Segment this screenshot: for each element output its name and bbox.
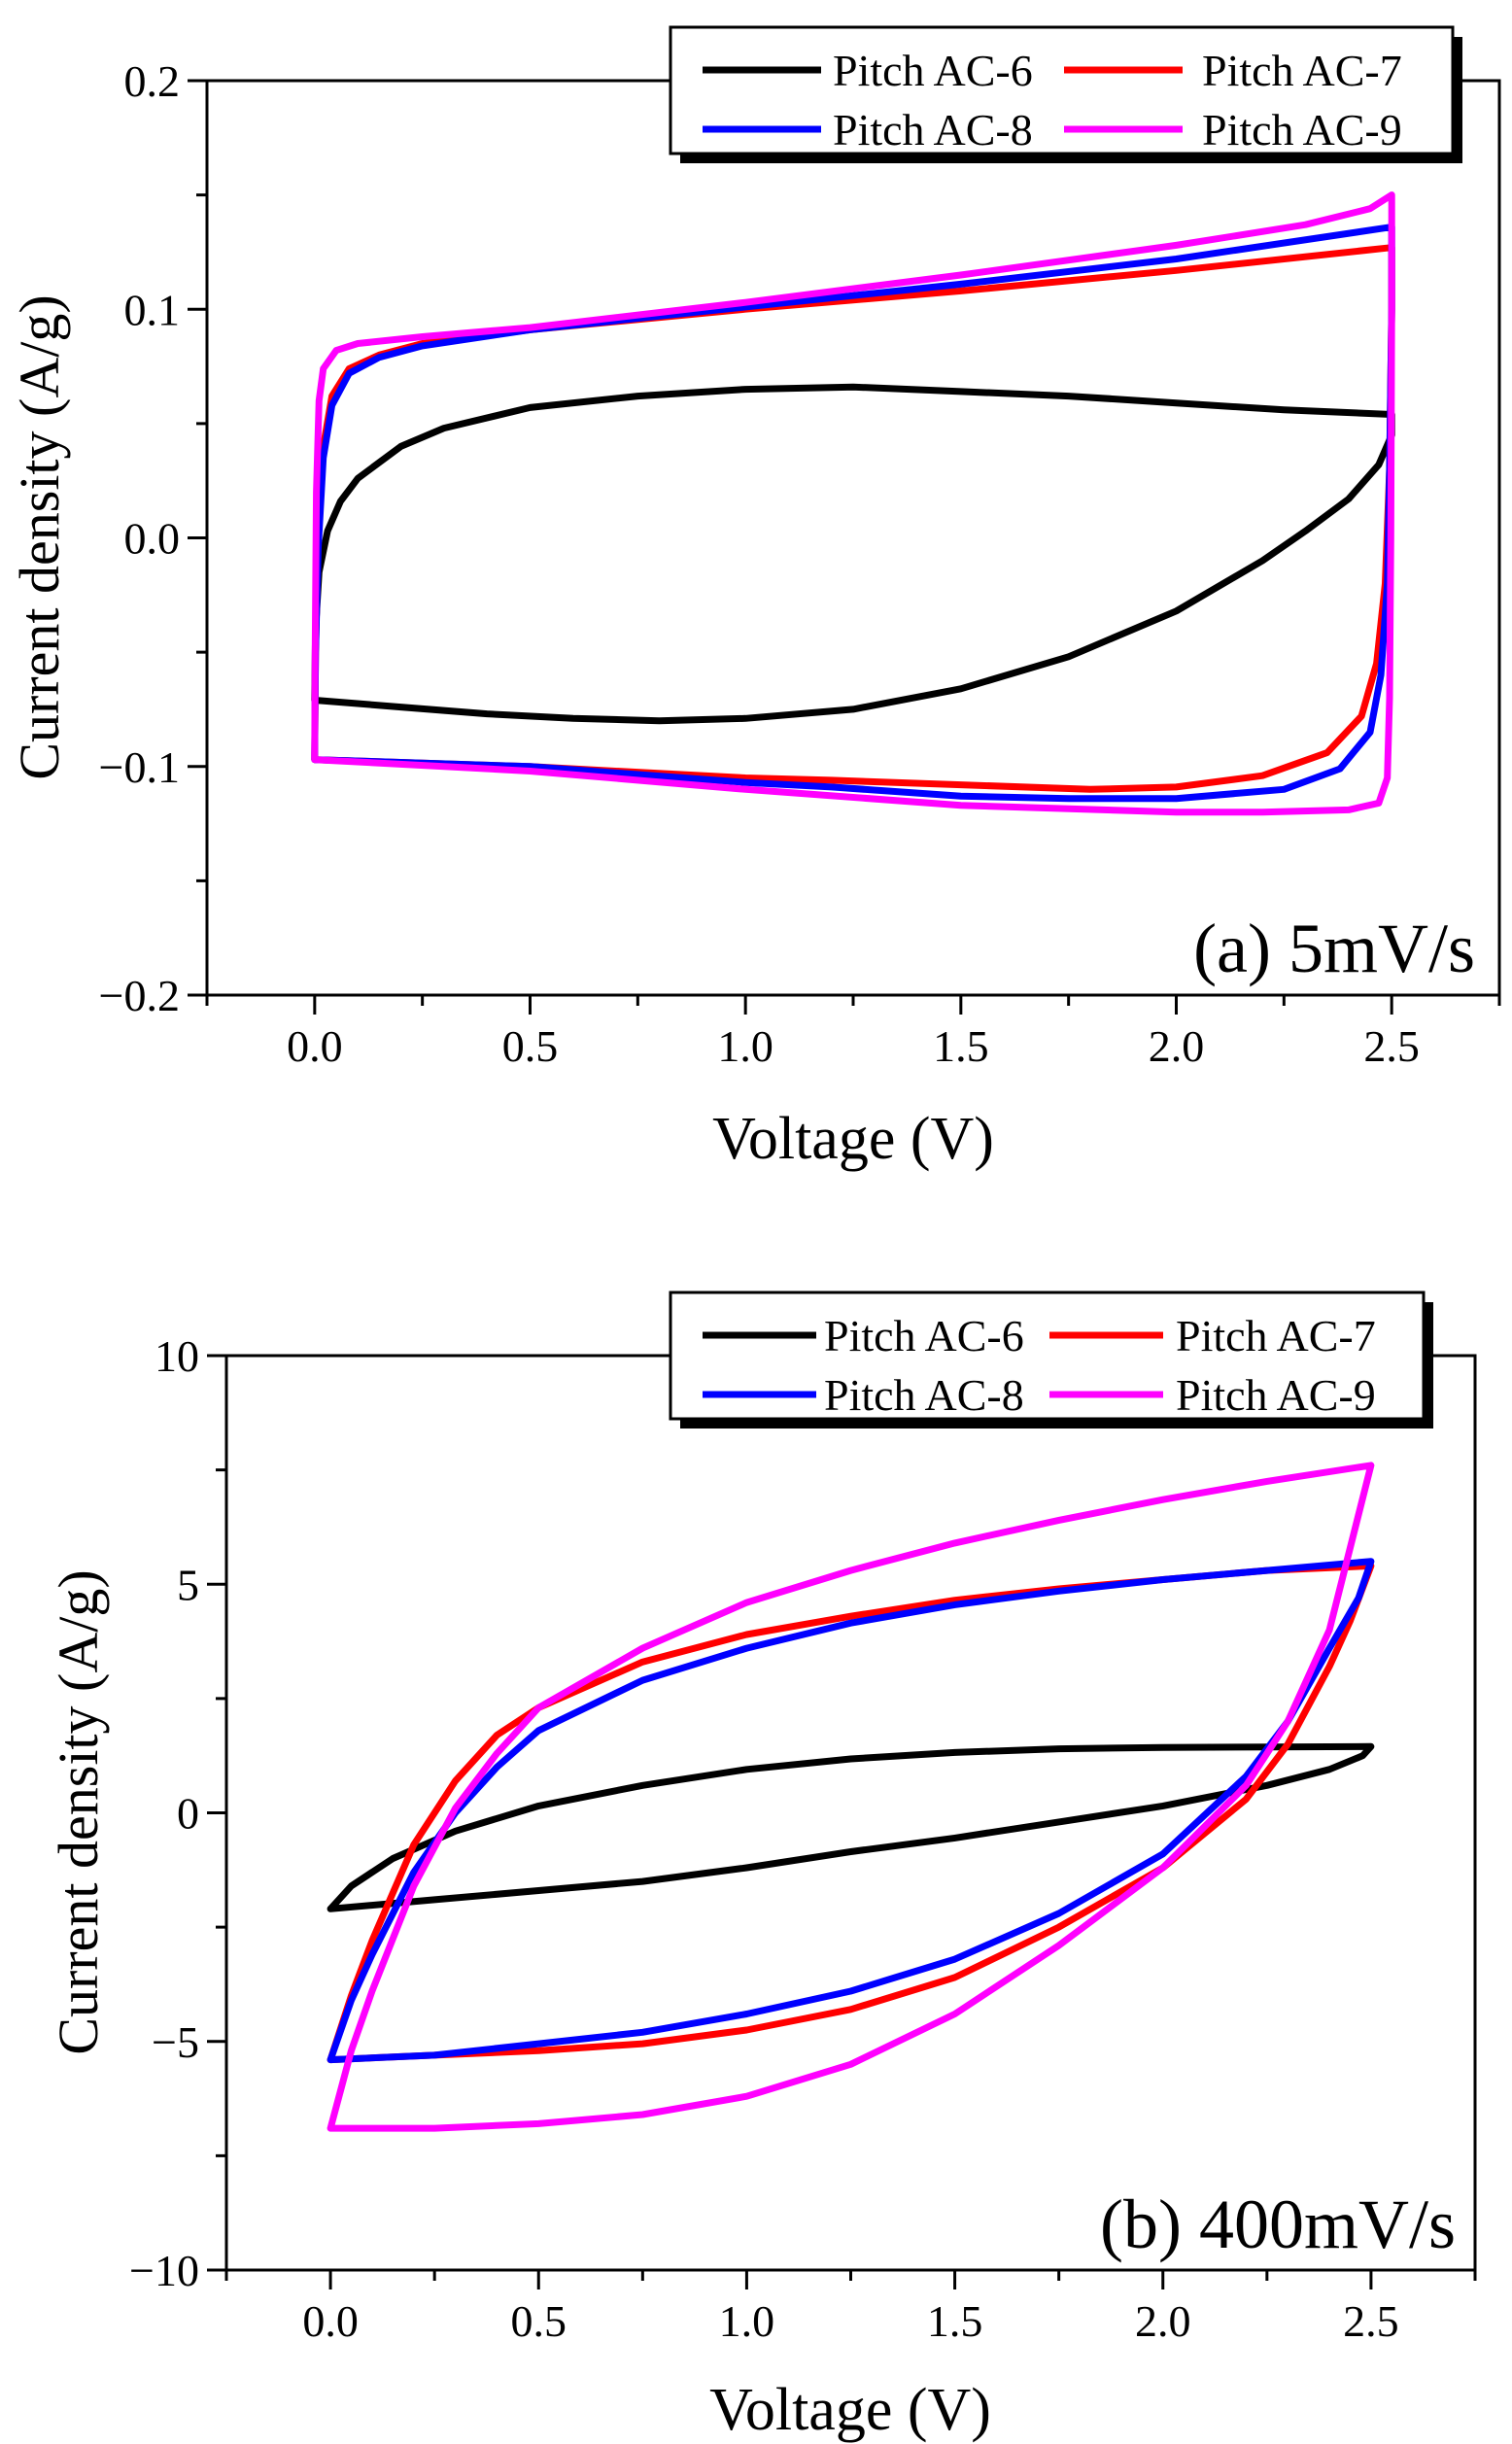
tick-labels: 0.0 0.5 1.0 1.5 2.0 2.5 −10 −5 0 5 10 <box>129 1331 1399 2346</box>
y-tick-label: −10 <box>129 2246 199 2295</box>
legend-label: Pitch AC-9 <box>1202 105 1402 155</box>
plot-frame <box>224 1354 1477 2272</box>
x-tick-label: 1.5 <box>927 2296 983 2346</box>
x-tick-label: 0.5 <box>502 1021 559 1071</box>
x-tick-label: 1.0 <box>717 1021 773 1071</box>
series-pitch-ac-9 <box>311 191 1395 816</box>
panel-label: (b) 400mV/s <box>1100 2186 1456 2263</box>
data-series <box>326 1462 1375 2132</box>
y-axis-title: Current density (A/g) <box>8 294 71 779</box>
data-series <box>311 191 1395 816</box>
x-tick-label: 0.5 <box>511 2296 567 2346</box>
legend-label: Pitch AC-9 <box>1176 1370 1376 1420</box>
axis-ticks <box>207 1354 1477 2289</box>
panel-a: 0.0 0.5 1.0 1.5 2.0 2.5 −0.2 −0.1 0.0 0.1 0.2 Volt… <box>8 25 1501 1172</box>
legend: Pitch AC-6 Pitch AC-7 Pitch AC-8 Pitch A… <box>669 25 1462 163</box>
x-tick-label: 2.5 <box>1343 2296 1399 2346</box>
series-pitch-ac-9 <box>326 1462 1375 2132</box>
y-tick-label: −0.1 <box>99 742 180 792</box>
legend-label: Pitch AC-6 <box>824 1311 1024 1360</box>
x-tick-label: 1.0 <box>719 2296 775 2346</box>
x-tick-label: 0.0 <box>302 2296 359 2346</box>
legend-label: Pitch AC-8 <box>833 105 1033 155</box>
y-tick-label: 0.2 <box>124 56 181 106</box>
y-tick-label: 0 <box>177 1789 199 1839</box>
x-tick-label: 1.5 <box>933 1021 989 1071</box>
series-pitch-ac-8 <box>326 1558 1375 2064</box>
y-tick-label: 0.1 <box>124 285 181 334</box>
x-tick-label: 2.0 <box>1135 2296 1191 2346</box>
y-tick-label: −5 <box>152 2017 199 2067</box>
axis-ticks <box>188 79 1501 1015</box>
series-pitch-ac-6 <box>326 1742 1375 1912</box>
legend-label: Pitch AC-8 <box>824 1370 1024 1420</box>
legend: Pitch AC-6 Pitch AC-7 Pitch AC-8 Pitch A… <box>669 1291 1433 1429</box>
x-tick-label: 0.0 <box>287 1021 343 1071</box>
x-axis-title: Voltage (V) <box>712 1106 994 1172</box>
legend-label: Pitch AC-6 <box>833 46 1033 95</box>
legend-label: Pitch AC-7 <box>1202 46 1402 95</box>
y-tick-label: 5 <box>177 1560 199 1609</box>
y-axis-title: Current density (A/g) <box>47 1569 110 2054</box>
y-tick-label: −0.2 <box>99 971 180 1020</box>
y-tick-label: 10 <box>155 1331 199 1381</box>
y-tick-label: 0.0 <box>124 514 181 564</box>
legend-label: Pitch AC-7 <box>1176 1311 1376 1360</box>
x-tick-label: 2.5 <box>1363 1021 1420 1071</box>
tick-labels: 0.0 0.5 1.0 1.5 2.0 2.5 −0.2 −0.1 0.0 0.1 0.2 <box>99 56 1420 1071</box>
series-pitch-ac-6 <box>311 383 1395 725</box>
x-axis-title: Voltage (V) <box>709 2377 991 2443</box>
panel-label: (a) 5mV/s <box>1193 910 1475 987</box>
plot-frame <box>205 79 1501 997</box>
x-tick-label: 2.0 <box>1149 1021 1205 1071</box>
